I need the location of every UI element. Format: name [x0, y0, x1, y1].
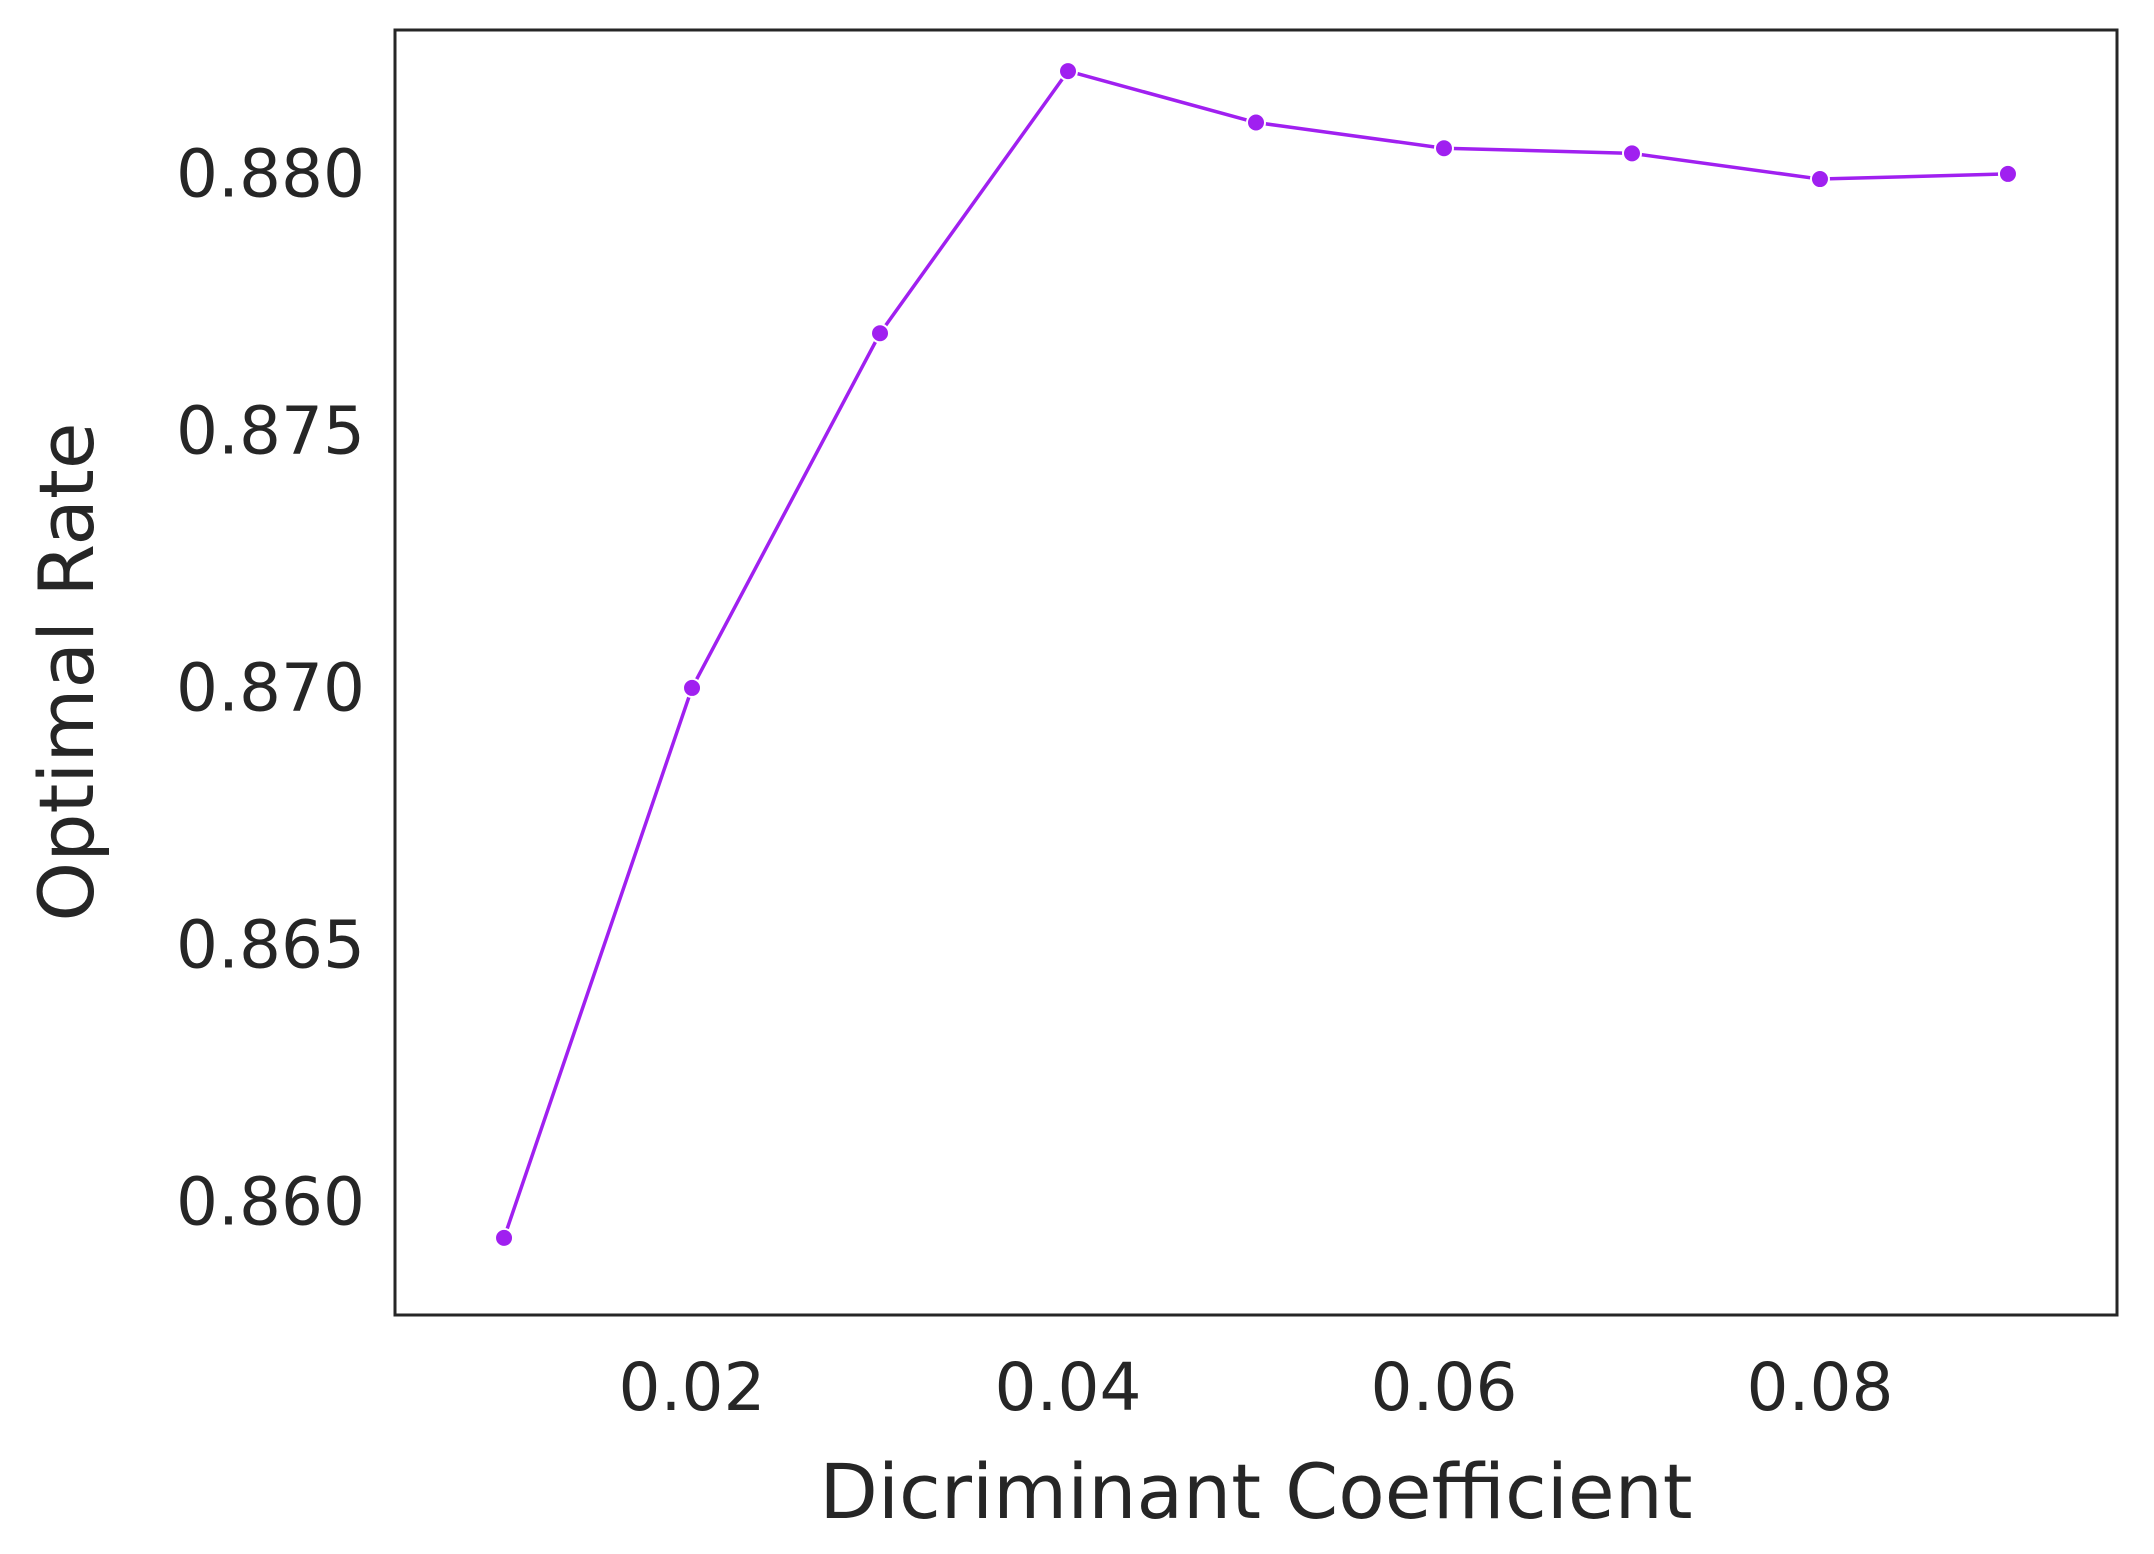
- data-point: [1246, 112, 1266, 133]
- x-tick-labels: 0.02 0.04 0.06 0.08: [619, 1349, 1894, 1426]
- data-point: [870, 323, 891, 344]
- data-point: [1058, 61, 1079, 82]
- plot-area: [393, 28, 2119, 1317]
- x-axis-label: Dicriminant Coefficient: [819, 1447, 1692, 1536]
- data-point: [1433, 138, 1454, 159]
- y-tick-label: 0.875: [176, 392, 365, 469]
- data-point: [682, 677, 703, 698]
- y-tick-labels: 0.860 0.865 0.870 0.875 0.880: [176, 135, 365, 1240]
- x-tick-label: 0.08: [1746, 1349, 1893, 1426]
- series-points: [494, 61, 2018, 1248]
- y-axis-label: Optimal Rate: [22, 422, 111, 921]
- y-tick-label: 0.860: [176, 1163, 365, 1240]
- data-point: [494, 1227, 515, 1248]
- y-tick-label: 0.870: [176, 649, 365, 726]
- data-point: [1621, 143, 1642, 164]
- data-point: [1809, 169, 1830, 190]
- x-tick-label: 0.06: [1371, 1349, 1518, 1426]
- y-tick-label: 0.865: [176, 906, 365, 983]
- x-tick-label: 0.02: [619, 1349, 766, 1426]
- data-point: [1997, 163, 2018, 184]
- x-tick-label: 0.04: [995, 1349, 1142, 1426]
- y-tick-label: 0.880: [176, 135, 365, 212]
